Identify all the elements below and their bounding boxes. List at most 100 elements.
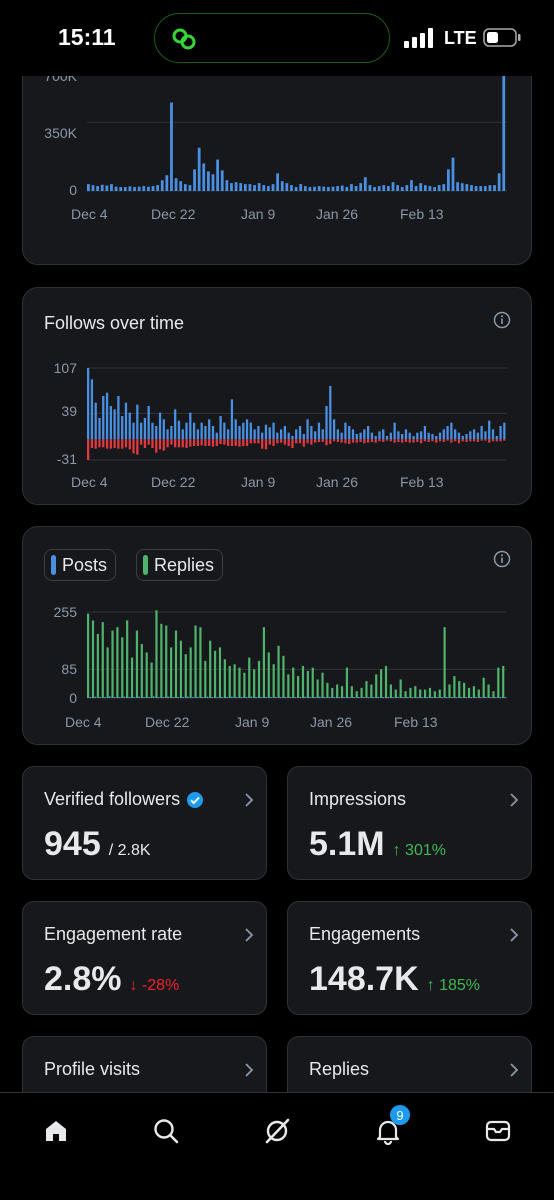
follows-gained-bar bbox=[340, 432, 343, 440]
legend-posts-label: Posts bbox=[62, 554, 108, 575]
follows-lost-bar bbox=[378, 439, 381, 442]
follows-gained-bar bbox=[200, 422, 203, 440]
follows-gained-bar bbox=[147, 406, 150, 440]
follows-gained-bar bbox=[404, 429, 408, 440]
impressions-bar bbox=[336, 186, 339, 191]
posts-bar bbox=[314, 696, 316, 698]
engagement-rate-card[interactable]: Engagement rate 2.8% ↓ -28% bbox=[22, 901, 267, 1015]
impressions-bar bbox=[193, 169, 196, 191]
replies-bar bbox=[389, 684, 392, 698]
nav-notifications[interactable]: 9 bbox=[368, 1105, 410, 1151]
follows-lost-bar bbox=[503, 439, 506, 441]
posts-bar bbox=[441, 696, 443, 698]
impressions-card[interactable]: Impressions 5.1M ↑ 301% bbox=[287, 766, 532, 880]
verified-followers-card[interactable]: Verified followers 945 / 2.8K bbox=[22, 766, 267, 880]
network-type: LTE bbox=[444, 28, 477, 48]
follows-gained-bar bbox=[249, 422, 252, 440]
info-icon[interactable] bbox=[493, 311, 511, 329]
analytics-scroll-area[interactable]: 700K 350K 0 Dec 4 Dec 22 Jan 9 Jan 26 Fe… bbox=[0, 76, 554, 1092]
impressions-bar bbox=[290, 185, 293, 191]
follows-lost-bar bbox=[128, 439, 131, 450]
follows-lost-bar bbox=[461, 439, 464, 442]
posts-bar bbox=[475, 696, 477, 698]
posts-bar bbox=[426, 696, 429, 698]
x-tick-label: Jan 9 bbox=[241, 474, 275, 490]
replies-bar bbox=[257, 660, 261, 698]
follows-lost-bar bbox=[166, 439, 169, 448]
replies-bar bbox=[336, 684, 339, 698]
follows-gained-bar bbox=[234, 419, 237, 440]
profile-visits-card[interactable]: Profile visits bbox=[22, 1036, 267, 1092]
impressions-bar bbox=[230, 183, 233, 191]
follows-lost-bar bbox=[279, 439, 283, 443]
follows-gained-bar bbox=[128, 412, 131, 440]
battery-icon bbox=[483, 28, 521, 47]
legend-replies[interactable]: Replies bbox=[136, 549, 224, 581]
follows-gained-bar bbox=[90, 379, 94, 440]
posts-bar bbox=[323, 696, 326, 698]
impressions-bar bbox=[239, 183, 243, 191]
info-icon[interactable] bbox=[493, 550, 511, 568]
replies-bar bbox=[404, 691, 407, 698]
impressions-bar bbox=[243, 184, 247, 191]
replies-bar bbox=[213, 650, 217, 698]
impressions-bar bbox=[294, 187, 298, 191]
replies-bar bbox=[174, 630, 178, 698]
posts-bar bbox=[172, 696, 175, 698]
impressions-bar bbox=[363, 177, 367, 191]
nav-search[interactable] bbox=[146, 1111, 186, 1151]
engagements-card[interactable]: Engagements 148.7K ↑ 185% bbox=[287, 901, 532, 1015]
impressions-bar bbox=[331, 186, 335, 191]
posts-bar bbox=[182, 696, 184, 698]
replies-bar bbox=[365, 681, 368, 698]
posts-bar bbox=[450, 696, 453, 698]
impressions-bar bbox=[391, 182, 395, 191]
follows-gained-bar bbox=[438, 432, 442, 440]
follows-lost-bar bbox=[488, 439, 491, 443]
posts-bar bbox=[177, 696, 180, 698]
replies-card[interactable]: Replies bbox=[287, 1036, 532, 1092]
follows-gained-bar bbox=[419, 431, 423, 440]
replies-bar bbox=[135, 630, 139, 698]
impressions-bar bbox=[313, 186, 316, 191]
x-tick-label: Dec 4 bbox=[65, 714, 102, 730]
follows-lost-bar bbox=[215, 439, 218, 446]
replies-bar bbox=[150, 662, 153, 698]
follows-lost-bar bbox=[404, 439, 408, 442]
legend-posts[interactable]: Posts bbox=[44, 549, 117, 581]
follows-gained-bar bbox=[325, 406, 328, 440]
dynamic-island[interactable] bbox=[154, 13, 390, 63]
follows-gained-bar bbox=[170, 426, 173, 440]
replies-bar bbox=[502, 665, 505, 698]
posts-bar bbox=[377, 696, 380, 698]
replies-bar bbox=[409, 687, 412, 698]
nav-home[interactable] bbox=[36, 1111, 76, 1151]
replies-bar bbox=[228, 665, 231, 698]
posts-bar bbox=[289, 696, 292, 698]
follows-gained-bar bbox=[423, 426, 427, 440]
nav-grok[interactable] bbox=[257, 1111, 297, 1151]
posts-bar bbox=[89, 696, 92, 698]
follows-lost-bar bbox=[435, 439, 438, 443]
impressions-bar bbox=[433, 187, 436, 191]
follows-gained-bar bbox=[143, 418, 147, 440]
follows-lost-bar bbox=[412, 439, 415, 443]
stat-value: 945 / 2.8K bbox=[44, 825, 151, 864]
follows-lost-bar bbox=[283, 439, 287, 445]
link-activity-icon bbox=[172, 28, 196, 50]
replies-bar bbox=[419, 689, 422, 698]
follows-lost-bar bbox=[261, 439, 264, 449]
follows-lost-bar bbox=[363, 439, 366, 444]
posts-bar bbox=[333, 696, 336, 698]
stat-value: 5.1M ↑ 301% bbox=[309, 825, 446, 864]
x-tick-label: Jan 26 bbox=[316, 474, 358, 490]
replies-bar bbox=[130, 657, 134, 698]
replies-bar bbox=[106, 647, 109, 698]
follows-lost-bar bbox=[94, 439, 97, 449]
posts-bar bbox=[196, 696, 199, 698]
follows-lost-bar bbox=[359, 439, 362, 442]
follows-gained-bar bbox=[287, 432, 290, 440]
nav-messages[interactable] bbox=[478, 1111, 518, 1151]
chevron-right-icon bbox=[510, 928, 519, 942]
replies-bar bbox=[160, 623, 163, 698]
